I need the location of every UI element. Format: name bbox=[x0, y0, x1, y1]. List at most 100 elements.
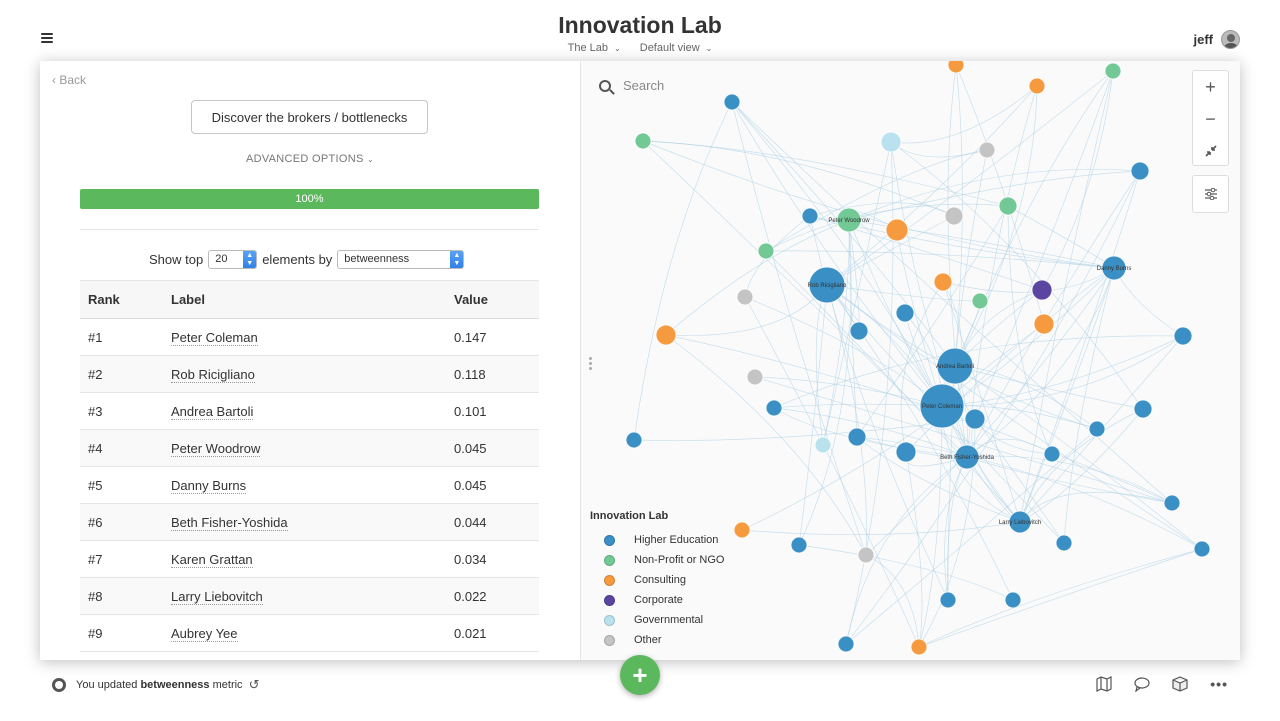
graph-node[interactable] bbox=[723, 93, 741, 111]
graph-node[interactable] bbox=[910, 638, 928, 656]
column-header-value[interactable]: Value bbox=[446, 280, 539, 319]
legend-item[interactable]: Other bbox=[590, 630, 724, 650]
table-row[interactable]: #1 Peter Coleman 0.147 bbox=[80, 318, 539, 356]
undo-icon[interactable]: ↺ bbox=[248, 677, 260, 692]
graph-node[interactable] bbox=[655, 324, 677, 346]
graph-node[interactable] bbox=[1004, 591, 1022, 609]
panel-resize-handle[interactable] bbox=[589, 357, 592, 371]
table-row[interactable]: #7 Karen Grattan 0.034 bbox=[80, 540, 539, 578]
graph-node[interactable] bbox=[933, 272, 953, 292]
table-row[interactable]: #2 Rob Ricigliano 0.118 bbox=[80, 355, 539, 393]
comment-icon[interactable] bbox=[1134, 676, 1150, 692]
column-header-rank[interactable]: Rank bbox=[80, 280, 163, 319]
node-link[interactable]: Beth Fisher-Yoshida bbox=[171, 514, 288, 531]
table-row[interactable]: #9 Aubrey Yee 0.021 bbox=[80, 614, 539, 652]
graph-node[interactable] bbox=[1173, 326, 1193, 346]
top-n-select[interactable]: 20 ▲ ▼ bbox=[208, 250, 258, 269]
table-row[interactable]: #8 Larry Liebovitch 0.022 bbox=[80, 577, 539, 615]
graph-node[interactable] bbox=[837, 635, 855, 653]
node-link[interactable]: Larry Liebovitch bbox=[171, 588, 263, 605]
node-link[interactable]: Andrea Bartoli bbox=[171, 403, 254, 420]
user-menu[interactable]: jeff bbox=[1194, 30, 1240, 49]
graph-node[interactable] bbox=[998, 196, 1018, 216]
graph-node[interactable] bbox=[849, 321, 869, 341]
fit-view-button[interactable] bbox=[1193, 135, 1228, 167]
graph-node[interactable] bbox=[939, 591, 957, 609]
graph-node[interactable] bbox=[1101, 255, 1127, 281]
table-row[interactable]: #5 Danny Burns 0.045 bbox=[80, 466, 539, 504]
graph-node[interactable] bbox=[1088, 420, 1106, 438]
legend-item[interactable]: Higher Education bbox=[590, 530, 724, 550]
back-link[interactable]: ‹ Back bbox=[52, 73, 86, 87]
graph-node[interactable] bbox=[1163, 494, 1181, 512]
more-options-icon[interactable]: ••• bbox=[1210, 676, 1228, 692]
graph-node[interactable] bbox=[954, 444, 980, 470]
help-lifebuoy-icon[interactable] bbox=[52, 678, 66, 692]
graph-node[interactable] bbox=[947, 61, 965, 74]
graph-node[interactable] bbox=[1104, 62, 1122, 80]
discover-button[interactable]: Discover the brokers / bottlenecks bbox=[191, 100, 428, 134]
graph-node[interactable] bbox=[1130, 161, 1150, 181]
map-settings-button[interactable] bbox=[1192, 175, 1229, 213]
node-link[interactable]: Peter Woodrow bbox=[171, 440, 261, 457]
graph-node[interactable] bbox=[1043, 445, 1061, 463]
graph-node[interactable] bbox=[1133, 399, 1153, 419]
map-icon[interactable] bbox=[1096, 676, 1112, 692]
graph-node[interactable] bbox=[885, 218, 909, 242]
network-graph[interactable]: Peter Woodrow Rob Ricigliano Danny Burns An… bbox=[581, 61, 1240, 660]
graph-node[interactable] bbox=[836, 207, 862, 233]
graph-node[interactable] bbox=[857, 546, 875, 564]
graph-node[interactable] bbox=[895, 441, 917, 463]
node-link[interactable]: Danny Burns bbox=[171, 477, 247, 494]
graph-node[interactable] bbox=[1008, 510, 1032, 534]
legend-item[interactable]: Consulting bbox=[590, 570, 724, 590]
network-map[interactable]: Peter Woodrow Rob Ricigliano Danny Burns An… bbox=[580, 61, 1240, 660]
graph-node[interactable] bbox=[978, 141, 996, 159]
graph-node[interactable] bbox=[801, 207, 819, 225]
map-search[interactable]: Search bbox=[599, 78, 664, 93]
graph-node[interactable] bbox=[895, 303, 915, 323]
metric-select[interactable]: betweenness ▲ ▼ bbox=[337, 250, 465, 269]
add-button[interactable]: + bbox=[620, 655, 660, 695]
graph-node[interactable] bbox=[765, 399, 783, 417]
graph-node[interactable] bbox=[757, 242, 775, 260]
search-input[interactable]: Search bbox=[623, 78, 665, 93]
node-link[interactable]: Rob Ricigliano bbox=[171, 366, 255, 383]
table-row[interactable]: #3 Andrea Bartoli 0.101 bbox=[80, 392, 539, 430]
zoom-in-button[interactable]: + bbox=[1205, 76, 1216, 97]
legend-item[interactable]: Governmental bbox=[590, 610, 724, 630]
graph-node[interactable] bbox=[736, 288, 754, 306]
node-link[interactable]: Karen Grattan bbox=[171, 551, 253, 568]
zoom-out-button[interactable]: − bbox=[1205, 108, 1216, 129]
graph-node[interactable] bbox=[790, 536, 808, 554]
graph-node[interactable] bbox=[1055, 534, 1073, 552]
graph-node[interactable] bbox=[1193, 540, 1211, 558]
graph-node[interactable] bbox=[625, 431, 643, 449]
node-link[interactable]: Aubrey Yee bbox=[171, 625, 238, 642]
graph-node[interactable] bbox=[971, 292, 989, 310]
legend-item[interactable]: Non-Profit or NGO bbox=[590, 550, 724, 570]
graph-node[interactable] bbox=[944, 206, 964, 226]
node-link[interactable]: Peter Coleman bbox=[171, 329, 258, 346]
legend-item[interactable]: Corporate bbox=[590, 590, 724, 610]
view-dropdown[interactable]: Default view ⌄ bbox=[636, 42, 717, 54]
graph-node[interactable] bbox=[1028, 77, 1046, 95]
advanced-options-toggle[interactable]: ADVANCED OPTIONS ⌄ bbox=[40, 153, 580, 165]
graph-node[interactable] bbox=[964, 408, 986, 430]
graph-node[interactable] bbox=[634, 132, 652, 150]
graph-node[interactable] bbox=[814, 436, 832, 454]
graph-node[interactable] bbox=[808, 266, 846, 304]
cube-icon[interactable] bbox=[1172, 676, 1188, 692]
graph-node[interactable] bbox=[1031, 279, 1053, 301]
graph-node[interactable] bbox=[880, 131, 902, 153]
column-header-label[interactable]: Label bbox=[163, 280, 446, 319]
graph-node[interactable] bbox=[1033, 313, 1055, 335]
graph-node[interactable] bbox=[847, 427, 867, 447]
graph-node[interactable] bbox=[733, 521, 751, 539]
table-row[interactable]: #4 Peter Woodrow 0.045 bbox=[80, 429, 539, 467]
graph-node[interactable] bbox=[936, 347, 974, 385]
graph-node[interactable] bbox=[746, 368, 764, 386]
table-row[interactable]: #6 Beth Fisher-Yoshida 0.044 bbox=[80, 503, 539, 541]
hamburger-menu-icon[interactable] bbox=[41, 33, 53, 43]
graph-node[interactable] bbox=[919, 383, 965, 429]
